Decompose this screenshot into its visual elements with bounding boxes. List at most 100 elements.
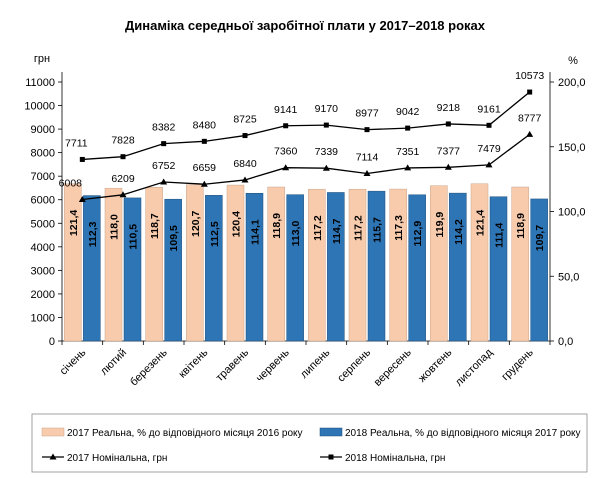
- line-2017-label: 7114: [356, 151, 379, 163]
- line-2017-label: 6209: [111, 173, 135, 185]
- bar-value-label: 112,3: [87, 221, 99, 247]
- bar-2018: [530, 198, 548, 342]
- line-2018-label: 9141: [274, 104, 298, 116]
- bar-value-label: 115,7: [372, 217, 384, 243]
- line-2018-label: 7828: [111, 135, 135, 147]
- point-2017: [485, 161, 493, 168]
- bar-2018: [408, 194, 426, 342]
- right-tick-label: 200,0: [558, 77, 586, 89]
- point-2017: [363, 169, 371, 176]
- bar-2018: [449, 192, 467, 342]
- line-2017-label: 7377: [437, 145, 461, 157]
- left-tick-label: 7000: [31, 171, 55, 183]
- right-tick-label: 50,0: [558, 271, 579, 283]
- bar-value-label: 118,7: [149, 213, 161, 239]
- bar-2018: [123, 197, 142, 342]
- line-2018-label: 7711: [65, 137, 88, 149]
- bar-value-label: 118,9: [271, 213, 283, 239]
- bar-value-label: 117,3: [393, 215, 405, 241]
- legend-swatch-2018-bar: [319, 427, 343, 437]
- point-2018: [242, 133, 248, 139]
- legend-label-2018-bar: 2018 Реальна, % до відповідного місяця 2…: [345, 428, 581, 439]
- bar-2017: [470, 183, 489, 342]
- bar-2018: [83, 195, 101, 342]
- bar-value-label: 118,9: [515, 213, 527, 239]
- bar-value-label: 110,5: [128, 224, 140, 250]
- category-label: січень: [58, 346, 89, 377]
- bar-value-label: 117,2: [353, 215, 365, 241]
- bar-2017: [511, 186, 529, 342]
- bar-value-label: 120,7: [190, 211, 202, 237]
- bar-value-label: 114,7: [331, 218, 343, 244]
- right-tick-label: 100,0: [558, 207, 586, 219]
- legend-label-2017-bar: 2017 Реальна, % до відповідного місяця 2…: [67, 428, 303, 439]
- category-label: грудень: [499, 346, 536, 383]
- bar-value-label: 113,0: [290, 221, 302, 247]
- line-2018-label: 8480: [193, 119, 217, 131]
- line-2017-label: 8777: [518, 112, 542, 124]
- bar-value-label: 114,2: [453, 219, 465, 245]
- point-2017: [282, 164, 290, 171]
- category-label: липень: [298, 346, 332, 380]
- line-2017-label: 6008: [59, 178, 83, 190]
- bar-value-label: 112,5: [209, 221, 221, 247]
- bar-2017: [64, 183, 82, 342]
- bars: 121,4 118,0 118,7 120,7 120,4 118,9 117,2 117,2…: [64, 183, 548, 342]
- point-2017: [526, 130, 534, 137]
- bar-2017: [308, 188, 326, 342]
- point-2018: [405, 125, 411, 131]
- line-2017-label: 7351: [396, 146, 420, 158]
- point-2018: [445, 121, 451, 127]
- point-2017: [119, 191, 127, 198]
- bar-value-label: 117,2: [312, 215, 324, 241]
- chart-title: Динаміка середньої заробітної плати у 20…: [125, 18, 486, 33]
- category-label: червень: [254, 346, 292, 384]
- line-2017-label: 7339: [315, 146, 339, 158]
- category-label: лютий: [98, 347, 129, 378]
- left-tick-label: 4000: [31, 242, 55, 254]
- legend-box: [31, 413, 588, 473]
- left-tick-label: 0: [49, 336, 55, 348]
- category-label: жовтень: [416, 346, 454, 384]
- left-tick-label: 2000: [31, 289, 55, 301]
- line-2018-label: 9170: [315, 103, 339, 115]
- point-2017: [322, 164, 330, 171]
- bar-2018: [489, 196, 508, 342]
- line-2018: [82, 91, 531, 161]
- left-tick-label: 9000: [31, 124, 55, 136]
- point-2018: [161, 141, 167, 147]
- bar-value-label: 120,4: [231, 211, 243, 237]
- point-2017: [200, 180, 208, 187]
- bar-value-label: 114,1: [250, 219, 262, 245]
- point-2017: [404, 164, 412, 171]
- left-axis-unit: грн: [34, 53, 50, 65]
- point-2017: [444, 163, 452, 170]
- lines: 6008 6209 6752 6659 6840 7360 7339 7114 7351 7377…: [59, 70, 544, 203]
- bar-2018: [286, 194, 304, 342]
- bar-2018: [245, 192, 264, 342]
- left-tick-label: 11000: [25, 77, 55, 89]
- point-2018: [120, 154, 126, 160]
- legend-label-2017-line: 2017 Номінальна, грн: [67, 453, 167, 464]
- left-tick-label: 3000: [31, 265, 55, 277]
- left-tick-label: 6000: [31, 195, 55, 207]
- point-2017: [241, 176, 249, 183]
- category-label: вересень: [372, 346, 414, 388]
- bar-value-label: 121,4: [68, 210, 80, 236]
- left-tick-label: 5000: [31, 218, 55, 230]
- point-2017: [78, 196, 86, 203]
- right-tick-label: 0,0: [558, 336, 573, 348]
- point-2017: [160, 178, 168, 185]
- line-2017-label: 6840: [233, 158, 257, 170]
- category-label: квітень: [177, 346, 211, 380]
- point-2018: [201, 138, 207, 144]
- bar-value-label: 119,9: [434, 212, 446, 238]
- left-tick-label: 8000: [31, 148, 55, 160]
- line-2018-label: 9161: [477, 103, 501, 115]
- line-2017: [82, 133, 531, 201]
- point-2018: [283, 123, 289, 129]
- category-label: травень: [214, 346, 252, 384]
- bar-2018: [205, 195, 223, 342]
